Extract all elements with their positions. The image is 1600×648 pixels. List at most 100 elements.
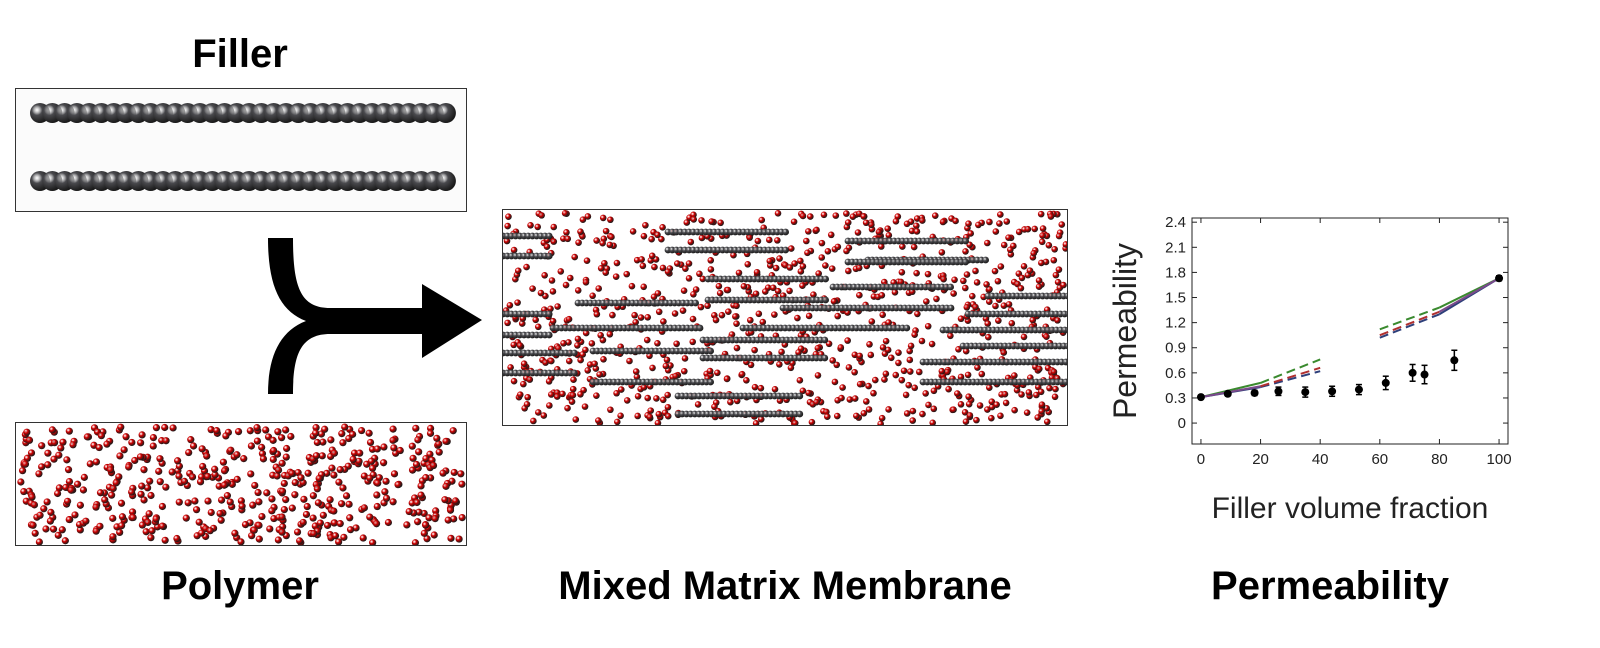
polymer-bead xyxy=(853,412,860,420)
polymer-bead xyxy=(986,298,993,306)
polymer-bead xyxy=(302,510,311,519)
polymer-bead xyxy=(546,402,553,409)
polymer-bead xyxy=(602,269,610,276)
polymer-bead xyxy=(158,522,166,530)
polymer-bead xyxy=(814,344,822,352)
polymer-bead xyxy=(338,430,346,438)
polymer-bead xyxy=(255,498,263,506)
polymer-bead xyxy=(646,413,654,421)
polymer-bead xyxy=(17,478,25,486)
polymer-bead xyxy=(565,315,573,323)
model-line xyxy=(1379,313,1440,339)
polymer-bead xyxy=(954,390,961,397)
polymer-bead xyxy=(1038,407,1045,415)
filler-bead xyxy=(796,392,804,400)
polymer-bead xyxy=(799,387,807,395)
polymer-bead xyxy=(924,270,932,278)
polymer-bead xyxy=(506,301,514,309)
y-tick-label: 0.3 xyxy=(1165,390,1186,407)
polymer-bead xyxy=(634,412,642,420)
polymer-bead xyxy=(238,502,246,510)
polymer-bead xyxy=(49,525,58,533)
polymer-bead xyxy=(543,243,551,250)
polymer-bead xyxy=(628,282,636,290)
polymer-bead xyxy=(342,492,351,500)
polymer-bead xyxy=(978,370,986,378)
polymer-bead xyxy=(758,216,766,224)
polymer-bead xyxy=(565,339,572,346)
polymer-bead xyxy=(341,423,349,431)
polymer-bead xyxy=(805,312,813,320)
polymer-bead xyxy=(1017,284,1025,292)
filler-bead xyxy=(821,354,829,362)
polymer-bead xyxy=(774,237,781,244)
polymer-bead xyxy=(366,438,375,447)
polymer-bead xyxy=(895,349,902,357)
polymer-bead xyxy=(582,329,590,337)
polymer-bead xyxy=(778,348,785,356)
polymer-bead xyxy=(29,521,37,529)
polymer-bead xyxy=(50,439,59,447)
polymer-bead xyxy=(984,320,992,327)
polymer-bead xyxy=(233,475,241,483)
polymer-bead xyxy=(1030,249,1038,257)
x-tick-label: 20 xyxy=(1252,451,1269,468)
polymer-bead xyxy=(698,234,706,242)
polymer-bead xyxy=(717,219,724,227)
polymer-bead xyxy=(755,310,763,318)
polymer-bead xyxy=(268,507,276,515)
polymer-bead xyxy=(274,536,282,544)
polymer-bead xyxy=(414,436,422,444)
polymer-bead xyxy=(542,359,549,366)
polymer-bead xyxy=(892,371,900,379)
polymer-bead xyxy=(412,424,420,432)
polymer-bead xyxy=(231,529,239,537)
polymer-bead xyxy=(694,401,702,408)
polymer-bead xyxy=(46,517,54,525)
polymer-bead xyxy=(55,451,63,459)
polymer-bead xyxy=(860,213,867,220)
polymer-bead xyxy=(142,528,150,536)
polymer-bead xyxy=(919,217,926,224)
polymer-bead xyxy=(963,303,971,311)
polymer-bead xyxy=(524,393,532,401)
polymer-bead xyxy=(540,412,548,419)
polymer-bead xyxy=(1005,301,1013,308)
polymer-bead xyxy=(234,428,243,436)
polymer-bead xyxy=(58,526,66,534)
polymer-bead xyxy=(282,496,290,504)
polymer-bead xyxy=(389,436,397,444)
polymer-bead xyxy=(938,249,946,256)
polymer-bead xyxy=(128,488,136,496)
polymer-bead xyxy=(581,403,589,410)
polymer-bead xyxy=(648,235,655,243)
polymer-bead xyxy=(246,427,254,435)
polymer-bead xyxy=(510,341,518,349)
polymer-bead xyxy=(184,499,192,507)
polymer-bead xyxy=(696,270,703,278)
polymer-bead xyxy=(319,438,327,446)
polymer-bead xyxy=(1038,401,1046,408)
x-tick-label: 40 xyxy=(1312,451,1329,468)
polymer-bead xyxy=(254,488,262,497)
polymer-bead xyxy=(885,232,893,239)
polymer-bead xyxy=(574,342,581,349)
polymer-bead xyxy=(316,519,325,527)
polymer-bead xyxy=(147,491,155,500)
polymer-bead xyxy=(408,466,417,474)
polymer-bead xyxy=(409,454,417,462)
polymer-bead xyxy=(1025,389,1033,396)
filler-bead xyxy=(962,237,969,245)
polymer-bead xyxy=(336,466,344,474)
filler-bead xyxy=(1065,311,1067,317)
polymer-bead xyxy=(640,232,648,240)
polymer-bead xyxy=(299,518,307,527)
polymer-bead xyxy=(762,288,769,295)
polymer-bead xyxy=(505,213,512,220)
polymer-bead xyxy=(654,419,662,425)
polymer-bead xyxy=(152,424,161,432)
polymer-bead xyxy=(147,534,155,542)
polymer-bead xyxy=(862,219,870,227)
y-tick-label: 1.5 xyxy=(1165,290,1186,307)
polymer-bead xyxy=(455,535,463,543)
